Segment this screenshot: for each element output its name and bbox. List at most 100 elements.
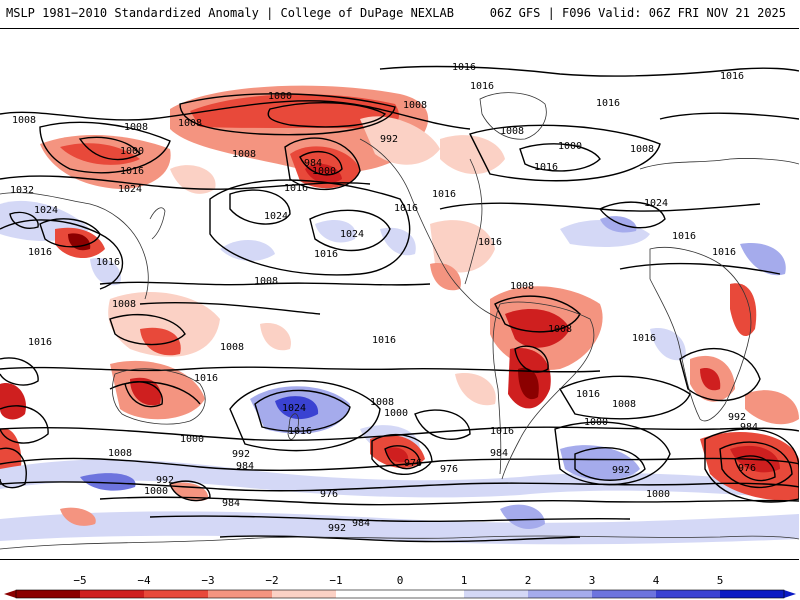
isobar-label: 1000: [646, 489, 670, 500]
isobar-1016-tasman: [229, 380, 381, 452]
coast-nz: [287, 413, 299, 440]
isobar-1016-europe: [659, 112, 799, 120]
isobar-label: 976: [738, 463, 756, 474]
isobar-992-south: [0, 481, 799, 492]
isobar-label: 1008: [178, 118, 202, 129]
isobar-label: 1016: [284, 183, 308, 194]
anomaly-neg-africa-e: [730, 283, 757, 337]
isobar-label: 1008: [370, 397, 394, 408]
isobar-label: 1016: [712, 247, 736, 258]
isobar-1032-tibet: [9, 211, 39, 229]
isobar-label: 1024: [340, 229, 364, 240]
isobar-label: 1008: [12, 115, 36, 126]
colorbar-segment: [80, 590, 145, 598]
colorbar-left-arrow: [4, 590, 16, 598]
isobar-984-low-s-ind: [719, 441, 793, 488]
colorbar-tick-label: 3: [589, 574, 596, 587]
isobar-label: 1008: [254, 276, 278, 287]
isobar-label: 1000: [144, 486, 168, 497]
colorbar-segment: [592, 590, 657, 598]
coast-australia: [111, 368, 206, 425]
isobar-label: 1008: [124, 122, 148, 133]
isobar-label: 1008: [108, 448, 132, 459]
coast-asia: [0, 192, 149, 300]
isobar-label: 1008: [220, 342, 244, 353]
isobar-1008-amazon: [494, 295, 581, 333]
isobar-label: 1008: [112, 299, 136, 310]
anomaly-pos-southern-core: [80, 473, 136, 491]
isobar-label: 1016: [394, 203, 418, 214]
isobar-label: 1016: [490, 426, 514, 437]
isobar-label: 1016: [28, 247, 52, 258]
isobar-label: 992: [328, 523, 346, 534]
map-title: MSLP 1981−2010 Standardized Anomaly | Co…: [6, 6, 454, 20]
colorbar-segment: [656, 590, 721, 598]
isobar-1008-north: [0, 100, 471, 130]
anomaly-pos-scandinavia-core: [600, 216, 637, 233]
colorbar-segment: [208, 590, 273, 598]
colorbar-tick-label: −2: [265, 574, 278, 587]
isobar-1016-capeh: [554, 421, 671, 486]
colorbar-segment: [272, 590, 337, 598]
coast-north-america-east: [464, 158, 483, 285]
isobar-label: 984: [490, 448, 508, 459]
isobar-labels: 1016 1016 1016 1016 1016 1016 1016 1016 …: [10, 62, 758, 534]
isobar-1008-atlantic-n: [469, 124, 661, 182]
coast-europe: [639, 158, 799, 170]
anomaly-neg-nz: [260, 323, 291, 351]
isobar-label: 1024: [644, 198, 668, 209]
colorbar-legend: −5 −4 −3 −2 −1 0 1 2 3 4 5: [4, 574, 796, 599]
isobar-label: 992: [232, 449, 250, 460]
isobar-992-south-ring: [219, 535, 581, 543]
isobar-label: 1008: [548, 324, 572, 335]
colorbar-tick-label: 4: [653, 574, 660, 587]
anomaly-pos-tasman-core: [275, 396, 319, 420]
colorbar-tick-label: 0: [397, 574, 404, 587]
isobar-984-low-s-atl: [384, 445, 421, 470]
isobar-label: 1008: [630, 144, 654, 155]
isobar-label: 992: [380, 134, 398, 145]
isobar-1016-australia: [109, 381, 201, 405]
anomaly-neg-bering-core: [305, 163, 342, 184]
anomaly-map: 1016 1016 1016 1016 1016 1016 1016 1016 …: [0, 28, 799, 560]
colorbar-segments: [4, 589, 796, 599]
isobar-label: 1024: [34, 205, 58, 216]
anomaly-neg-australia-core: [130, 377, 161, 406]
colorbar-segment: [528, 590, 593, 598]
isobar-label: 1008: [403, 100, 427, 111]
isobar-976-low-s-ind: [734, 455, 776, 482]
isobar-1016-africa: [619, 262, 781, 275]
anomaly-neg-seasia: [108, 291, 220, 357]
coast-south-america: [499, 301, 595, 480]
isobar-label: 984: [236, 461, 254, 472]
anomaly-neg-baffin: [440, 135, 505, 174]
isobar-1016-nz: [414, 409, 471, 440]
isobar-label: 976: [440, 464, 458, 475]
isobar-1024-pacific-c: [309, 209, 391, 252]
isobar-label: 1016: [288, 426, 312, 437]
colorbar-tick-label: 5: [717, 574, 724, 587]
isobar-992-low-s-atl: [371, 433, 433, 476]
colorbar-tick-label: −3: [201, 574, 214, 587]
isobar-label: 1000: [120, 146, 144, 157]
colorbar-tick-label: 1: [461, 574, 468, 587]
anomaly-pos-china: [90, 258, 121, 286]
colorbar-segment: [400, 590, 465, 598]
isobar-1000-aleutian: [179, 93, 396, 136]
isobar-1016-sa-west: [0, 357, 39, 386]
anomaly-neg-mexico: [430, 263, 461, 291]
isobar-1000-atlantic-n: [519, 143, 601, 172]
isobar-label: 976: [404, 458, 422, 469]
isobar-label: 1000: [584, 417, 608, 428]
isobar-label: 1016: [194, 373, 218, 384]
anomaly-neg-amazon-core: [505, 309, 570, 348]
isobar-label: 1008: [232, 149, 256, 160]
isobar-label: 992: [728, 412, 746, 423]
coast-north-america: [359, 138, 501, 320]
anomaly-pos-southern-band: [0, 459, 799, 499]
isobar-label: 1000: [268, 91, 292, 102]
isobar-label: 1016: [314, 249, 338, 260]
isobar-1016-pacific-c: [209, 179, 411, 276]
isobar-label: 984: [740, 422, 758, 433]
colorbar-tick-label: −1: [329, 574, 342, 587]
